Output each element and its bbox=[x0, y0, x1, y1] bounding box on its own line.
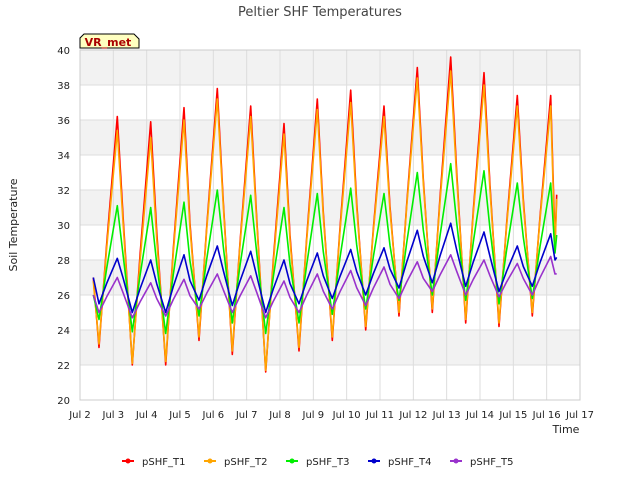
y-tick-label: 40 bbox=[57, 46, 70, 57]
x-tick-label: Jul 10 bbox=[332, 410, 361, 421]
legend-marker bbox=[289, 458, 295, 464]
x-tick-label: Jul 17 bbox=[565, 410, 594, 421]
legend-marker bbox=[207, 458, 213, 464]
y-tick-label: 36 bbox=[57, 116, 70, 127]
background-band bbox=[80, 120, 580, 155]
x-tick-label: Jul 6 bbox=[202, 410, 225, 421]
station-tag: VR_met bbox=[79, 33, 140, 49]
y-tick-label: 26 bbox=[57, 291, 70, 302]
series-line-pSHF_T4 bbox=[92, 222, 558, 314]
series-lines bbox=[92, 56, 558, 373]
y-tick-label: 22 bbox=[57, 361, 70, 372]
y-tick-label: 38 bbox=[57, 81, 70, 92]
y-tick-label: 32 bbox=[57, 186, 70, 197]
x-tick-label: Jul 4 bbox=[135, 410, 158, 421]
legend: pSHF_T1 pSHF_T2 pSHF_T3 pSHF_T4 pSHF_T5 bbox=[122, 457, 513, 468]
x-tick-label: Jul 16 bbox=[532, 410, 561, 421]
chart-title: Peltier SHF Temperatures bbox=[238, 5, 402, 20]
x-tick-label: Jul 14 bbox=[465, 410, 494, 421]
x-axis-label: Time bbox=[552, 423, 580, 436]
legend-label: pSHF_T4 bbox=[388, 457, 431, 468]
x-tick-label: Jul 8 bbox=[268, 410, 291, 421]
legend-label: pSHF_T1 bbox=[142, 457, 185, 468]
series-line-pSHF_T3 bbox=[92, 162, 558, 335]
x-tick-label: Jul 5 bbox=[168, 410, 191, 421]
background-band bbox=[80, 190, 580, 225]
y-tick-label: 24 bbox=[57, 326, 70, 337]
station-tag-box bbox=[79, 33, 140, 49]
x-tick-label: Jul 7 bbox=[235, 410, 258, 421]
x-tick-label: Jul 15 bbox=[498, 410, 527, 421]
y-tick-label: 20 bbox=[57, 396, 70, 407]
x-tick-label: Jul 3 bbox=[102, 410, 125, 421]
axis-ticks: 20 22 24 26 28 30 32 34 36 38 40 Jul 2 Jul 3 Jul 4 Jul… bbox=[57, 46, 594, 421]
x-tick-label: Jul 2 bbox=[68, 410, 91, 421]
station-tag-label: VR_met bbox=[85, 36, 132, 49]
plot-frame bbox=[79, 49, 581, 401]
y-axis-label: Soil Temperature bbox=[7, 178, 20, 271]
y-tick-label: 28 bbox=[57, 256, 70, 267]
x-tick-label: Jul 12 bbox=[398, 410, 427, 421]
background-band bbox=[80, 330, 580, 365]
legend-label: pSHF_T5 bbox=[470, 457, 513, 468]
x-tick-label: Jul 9 bbox=[302, 410, 325, 421]
legend-marker bbox=[125, 458, 131, 464]
legend-label: pSHF_T3 bbox=[306, 457, 349, 468]
legend-label: pSHF_T2 bbox=[224, 457, 267, 468]
x-tick-label: Jul 13 bbox=[432, 410, 461, 421]
y-tick-label: 34 bbox=[57, 151, 70, 162]
legend-marker bbox=[453, 458, 459, 464]
y-tick-label: 30 bbox=[57, 221, 70, 232]
legend-marker bbox=[371, 458, 377, 464]
background-band bbox=[80, 50, 580, 85]
series-line-pSHF_T5 bbox=[92, 254, 557, 319]
x-tick-label: Jul 11 bbox=[365, 410, 394, 421]
